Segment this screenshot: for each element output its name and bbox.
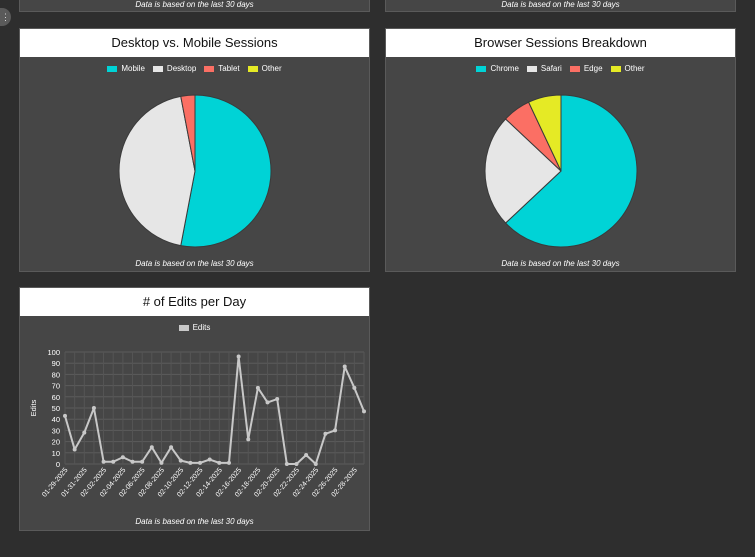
browser-legend-swatch-chrome [476, 65, 487, 72]
edits-data-point[interactable] [188, 460, 193, 465]
edits-data-point[interactable] [323, 431, 328, 436]
browser-legend-item-safari[interactable]: Safari [526, 64, 562, 73]
edits-data-point[interactable] [294, 462, 299, 466]
device-legend-swatch-mobile [107, 65, 118, 72]
edits-y-tick-label: 70 [52, 382, 60, 391]
browser-legend-label-chrome: Chrome [490, 64, 519, 73]
browser-pie-chart [484, 94, 638, 248]
edits-y-tick-label: 10 [52, 449, 60, 458]
edits-legend: Edits [20, 323, 369, 332]
device-legend-item-tablet[interactable]: Tablet [204, 64, 240, 73]
browser-slice-safari[interactable] [484, 118, 562, 224]
browser-footnote: Data is based on the last 30 days [501, 259, 620, 268]
device-legend-label-mobile: Mobile [121, 64, 145, 73]
edits-legend-item-edits[interactable]: Edits [178, 323, 211, 332]
edits-data-point[interactable] [333, 428, 338, 433]
browser-legend-label-edge: Edge [583, 64, 603, 73]
edits-y-tick-label: 30 [52, 426, 60, 435]
device-legend-label-other: Other [261, 64, 282, 73]
edits-data-point[interactable] [178, 458, 183, 463]
device-legend-label-desktop: Desktop [166, 64, 197, 73]
drag-handle-icon[interactable]: ⋮ [0, 8, 11, 26]
edits-y-tick-label: 50 [52, 404, 60, 413]
edits-per-day-panel: # of Edits per Day Edits 0 10 20 30 40 50 60 70… [19, 287, 370, 531]
device-slice-mobile[interactable] [180, 94, 272, 248]
browser-sessions-panel: Browser Sessions Breakdown Chrome Safari E… [385, 28, 736, 272]
edits-data-point[interactable] [149, 445, 154, 450]
device-sessions-panel: Desktop vs. Mobile Sessions Mobile Deskto… [19, 28, 370, 272]
edits-data-point[interactable] [313, 462, 318, 466]
edits-legend-swatch-edits [178, 324, 189, 331]
browser-legend: Chrome Safari Edge Other [386, 64, 735, 73]
edits-title: # of Edits per Day [20, 288, 369, 316]
device-legend-item-other[interactable]: Other [247, 64, 282, 73]
edits-data-point[interactable] [111, 459, 116, 464]
edits-data-point[interactable] [275, 397, 280, 402]
edits-data-point[interactable] [198, 460, 203, 465]
device-legend-item-desktop[interactable]: Desktop [152, 64, 197, 73]
browser-legend-label-other: Other [624, 64, 645, 73]
edits-data-point[interactable] [352, 385, 357, 390]
edits-y-tick-label: 60 [52, 393, 60, 402]
edits-data-point[interactable] [207, 457, 212, 462]
browser-legend-item-other[interactable]: Other [610, 64, 645, 73]
device-pie-chart [118, 94, 272, 248]
edits-data-point[interactable] [82, 430, 87, 435]
edits-y-tick-label: 40 [52, 415, 60, 424]
device-footnote: Data is based on the last 30 days [135, 259, 254, 268]
browser-legend-item-edge[interactable]: Edge [569, 64, 603, 73]
browser-legend-swatch-other [610, 65, 621, 72]
edits-y-tick-label: 90 [52, 359, 60, 368]
edits-line-chart: 0102030405060708090100Edits01-29-202501-… [29, 348, 366, 499]
edits-data-point[interactable] [140, 459, 145, 464]
edits-y-tick-label: 0 [56, 460, 60, 469]
edits-data-point[interactable] [362, 409, 366, 414]
browser-legend-label-safari: Safari [540, 64, 562, 73]
edits-data-point[interactable] [217, 460, 222, 465]
edits-data-point[interactable] [72, 447, 77, 452]
browser-legend-item-chrome[interactable]: Chrome [476, 64, 519, 73]
edits-data-point[interactable] [304, 453, 309, 458]
edits-data-point[interactable] [255, 385, 260, 390]
browser-slice-chrome[interactable] [504, 94, 638, 248]
edits-data-point[interactable] [226, 460, 231, 465]
edits-data-point[interactable] [342, 364, 347, 369]
edits-legend-label-edits: Edits [192, 323, 211, 332]
device-slice-tablet[interactable] [180, 94, 196, 172]
device-legend: Mobile Desktop Tablet Other [20, 64, 369, 73]
edits-data-point[interactable] [169, 445, 174, 450]
device-sessions-title: Desktop vs. Mobile Sessions [20, 29, 369, 57]
edits-data-point[interactable] [265, 400, 270, 405]
top-right-panel: Data is based on the last 30 days [385, 0, 736, 12]
edits-data-point[interactable] [120, 455, 125, 460]
top-left-panel: Data is based on the last 30 days [19, 0, 370, 12]
edits-series-line [64, 355, 365, 465]
edits-data-point[interactable] [246, 437, 251, 442]
top-right-footnote: Data is based on the last 30 days [501, 0, 620, 9]
device-legend-swatch-tablet [204, 65, 215, 72]
browser-legend-swatch-edge [569, 65, 580, 72]
edits-y-tick-label: 100 [47, 348, 60, 357]
edits-y-tick-label: 20 [52, 438, 60, 447]
device-legend-label-tablet: Tablet [218, 64, 240, 73]
edits-footnote: Data is based on the last 30 days [135, 517, 254, 526]
edits-y-tick-label: 80 [52, 370, 60, 379]
top-left-footnote: Data is based on the last 30 days [135, 0, 254, 9]
device-slice-desktop[interactable] [118, 95, 196, 247]
edits-y-axis-label: Edits [29, 399, 38, 416]
edits-data-point[interactable] [236, 354, 241, 359]
device-legend-swatch-other [247, 65, 258, 72]
edits-data-point[interactable] [159, 460, 164, 465]
edits-data-point[interactable] [130, 459, 135, 464]
edits-data-point[interactable] [63, 413, 67, 418]
device-legend-swatch-desktop [152, 65, 163, 72]
edits-data-point[interactable] [101, 459, 106, 464]
device-legend-item-mobile[interactable]: Mobile [107, 64, 145, 73]
browser-legend-swatch-safari [526, 65, 537, 72]
edits-data-point[interactable] [91, 406, 96, 410]
edits-data-point[interactable] [284, 462, 289, 466]
browser-sessions-title: Browser Sessions Breakdown [386, 29, 735, 57]
browser-slice-other[interactable] [527, 94, 562, 172]
